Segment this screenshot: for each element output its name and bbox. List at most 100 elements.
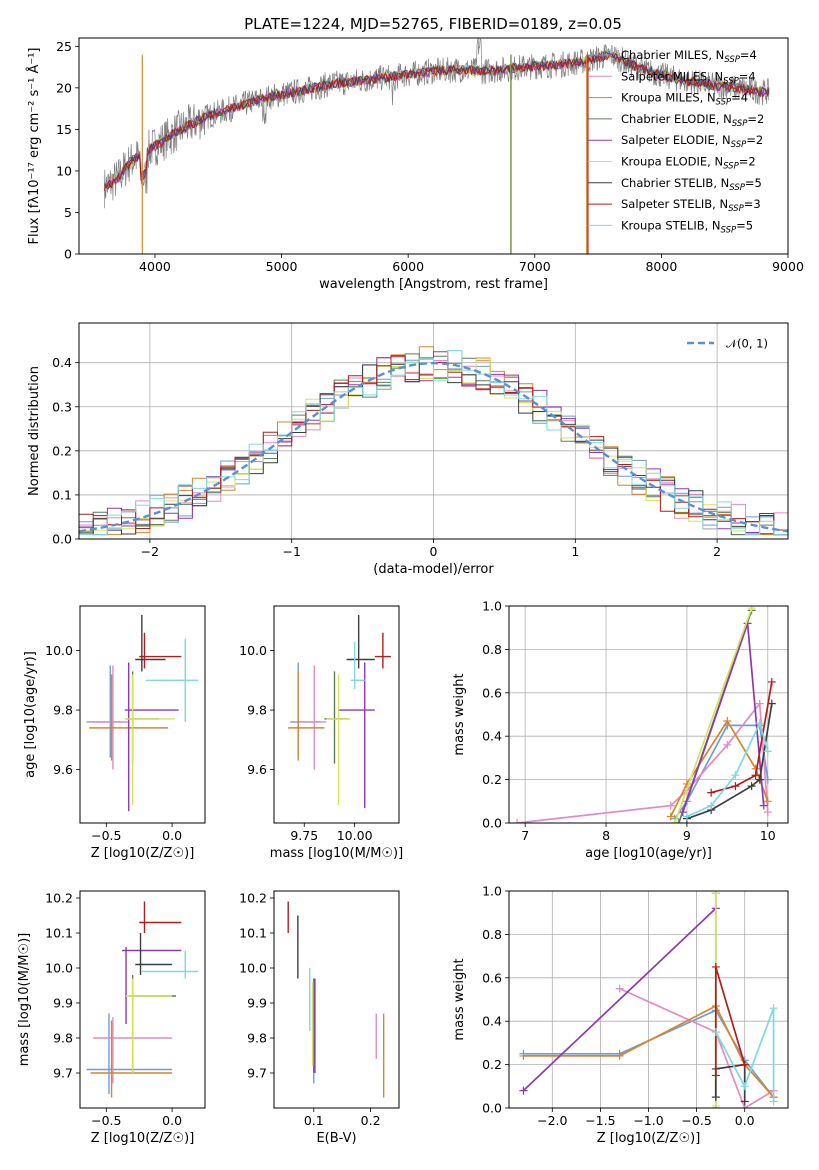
weight-marker-8 — [740, 1060, 749, 1069]
y-tick-label: 0.1 — [52, 487, 72, 502]
plot-area — [86, 614, 199, 812]
weight-marker-9 — [769, 1004, 778, 1013]
y-tick-label: 10 — [56, 163, 72, 178]
y-tick-label: 9.8 — [53, 703, 73, 718]
weight-marker-7 — [711, 1093, 720, 1102]
axes-frame — [79, 890, 206, 1109]
x-tick-label: 0.0 — [162, 1113, 182, 1128]
y-tick-label: 0.0 — [52, 532, 72, 547]
y-tick-label: 0.4 — [482, 729, 502, 744]
y-tick-label: 0.0 — [482, 1101, 502, 1116]
legend-entry-5: Salpeter ELODIE, NSSP=2 — [621, 133, 763, 150]
weight-marker-6 — [747, 606, 756, 613]
plot-area — [288, 614, 391, 809]
weight-line-9 — [715, 1007, 775, 1102]
z-mass-panel: −0.5 0.0 9.7 9.8 9.9 10.0 10.1 10.2 Z [log10(Z/Z… — [17, 890, 206, 1146]
x-tick-label: 5000 — [266, 259, 298, 274]
y-tick-label: 9.7 — [53, 1066, 73, 1081]
weight-marker-7 — [767, 699, 776, 708]
y-tick-label: 25 — [56, 39, 72, 54]
weight-marker-8 — [731, 782, 740, 791]
x-tick-label: 0.0 — [735, 1113, 755, 1128]
x-tick-label: 10 — [760, 828, 776, 843]
weight-marker-8 — [711, 1071, 720, 1080]
y-axis-label: Flux [fλ10⁻¹⁷ erg cm⁻² s⁻¹ Å⁻¹] — [26, 48, 42, 245]
x-tick-label: −0.5 — [91, 828, 121, 843]
y-tick-label: 9.8 — [247, 703, 267, 718]
plot-area — [519, 891, 778, 1108]
weight-marker-8 — [711, 962, 720, 971]
y-tick-label: 10.2 — [45, 891, 73, 906]
x-tick-label: −1 — [282, 544, 300, 559]
y-tick-label: 10.0 — [45, 961, 73, 976]
x-tick-label: 2 — [713, 544, 721, 559]
weight-marker-6 — [670, 819, 679, 823]
x-axis-label: wavelength [Angstrom, rest frame] — [319, 277, 548, 292]
legend-entry-7: Chabrier STELIB, NSSP=5 — [621, 176, 762, 193]
x-tick-label: −0.5 — [681, 1113, 711, 1128]
x-tick-label: 8000 — [645, 259, 677, 274]
x-tick-label: 0.0 — [162, 828, 182, 843]
legend-entry-6: Kroupa ELODIE, NSSP=2 — [621, 155, 756, 172]
weight-marker-7 — [747, 782, 756, 791]
x-tick-label: 9 — [683, 828, 691, 843]
plot-area — [287, 901, 385, 1098]
x-axis-label: Z [log10(Z/Z☉)] — [597, 1131, 701, 1146]
y-tick-label: 10.1 — [239, 926, 267, 941]
weight-marker-3 — [763, 797, 772, 806]
weight-marker-9 — [740, 1082, 749, 1091]
weight-marker-8 — [751, 771, 760, 780]
weight-marker-2 — [755, 699, 764, 708]
x-tick-label: −2.0 — [537, 1113, 567, 1128]
axes-frame — [508, 605, 789, 824]
y-tick-label: 9.9 — [247, 996, 267, 1011]
weight-marker-2 — [763, 808, 772, 817]
weight-marker-9 — [682, 812, 691, 821]
y-tick-label: 0.0 — [482, 816, 502, 831]
weight-marker-4 — [674, 819, 683, 823]
plot-area — [86, 901, 199, 1098]
weight-line-2 — [517, 701, 769, 823]
y-tick-label: 9.6 — [247, 762, 267, 777]
weight-marker-9 — [707, 801, 716, 810]
legend-entry-2: Salpeter MILES, NSSP=4 — [621, 69, 756, 86]
y-tick-label: 10.0 — [239, 961, 267, 976]
z-weight-panel: −2.0 −1.5 −1.0 −0.5 0.0 0.0 0.2 0.4 0.6 0.8 1.0 Z [… — [452, 884, 789, 1146]
x-axis-label: (data-model)/error — [373, 562, 494, 577]
y-tick-label: 0.2 — [482, 772, 502, 787]
x-tick-label: −0.5 — [91, 1113, 121, 1128]
axes-frame — [508, 890, 789, 1109]
y-tick-label: 9.7 — [247, 1066, 267, 1081]
plot-area — [79, 346, 788, 536]
axes-frame — [79, 605, 206, 824]
x-tick-label: 7 — [521, 828, 529, 843]
y-tick-label: 0.4 — [482, 1014, 502, 1029]
weight-line-5 — [522, 907, 717, 1092]
weight-marker-3 — [666, 812, 675, 821]
page-title: PLATE=1224, MJD=52765, FIBERID=0189, z=0… — [244, 15, 622, 33]
weight-marker-3 — [519, 1051, 528, 1060]
x-tick-label: 6000 — [392, 259, 424, 274]
x-axis-label: E(B-V) — [316, 1131, 356, 1146]
y-tick-label: 0.2 — [482, 1057, 502, 1072]
weight-marker-2 — [666, 801, 675, 810]
y-tick-label: 0.8 — [482, 927, 502, 942]
x-tick-label: 1 — [571, 544, 579, 559]
mass-age-panel: 9.75 10.00 9.6 9.8 10.0 mass [log10(M/M☉)] — [239, 605, 403, 861]
x-axis-label: mass [log10(M/M☉)] — [270, 846, 403, 861]
weight-marker-5 — [678, 808, 687, 817]
x-tick-label: −1.0 — [633, 1113, 663, 1128]
x-tick-label: 7000 — [519, 259, 551, 274]
legend-entry-3: Kroupa MILES, NSSP=4 — [621, 91, 748, 108]
weight-marker-8 — [767, 677, 776, 686]
residual-histogram-3 — [79, 346, 788, 536]
y-tick-label: 10.0 — [45, 643, 73, 658]
weight-marker-9 — [763, 747, 772, 756]
legend-entry-8: Salpeter STELIB, NSSP=3 — [621, 197, 761, 214]
age-weight-panel: 7 8 9 10 0.0 0.2 0.4 0.6 0.8 1.0 age [log10(age/yr… — [452, 599, 789, 861]
model-line-8 — [103, 51, 770, 192]
y-tick-label: 9.9 — [53, 996, 73, 1011]
x-axis-label: age [log10(age/yr)] — [585, 846, 712, 861]
z-age-panel: −0.5 0.0 9.6 9.8 10.0 Z [log10(Z/Z☉)] age [log… — [23, 605, 206, 861]
